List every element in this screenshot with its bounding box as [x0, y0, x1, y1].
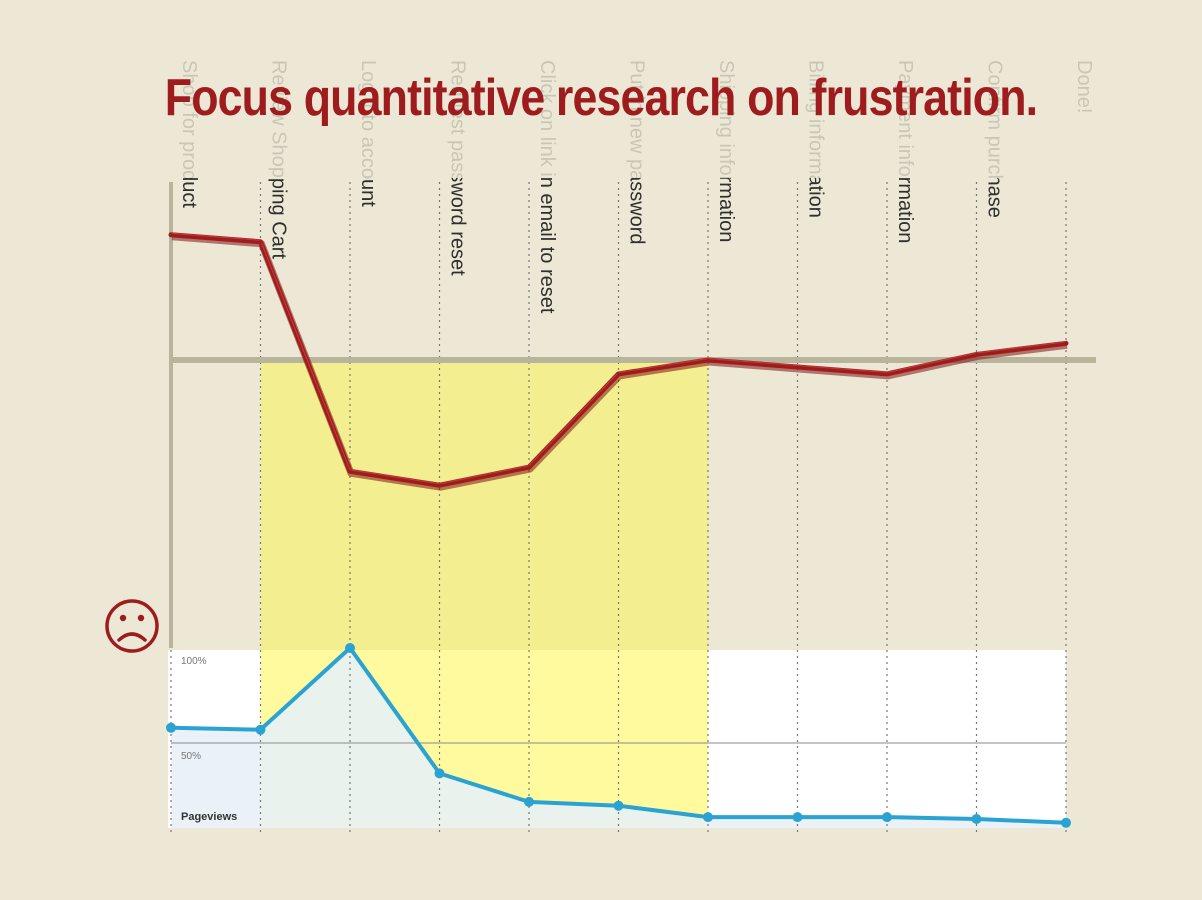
frustration-point — [706, 358, 710, 362]
pageviews-point — [613, 800, 624, 811]
step-label-faded: Put in new password — [626, 60, 648, 245]
pageviews-point — [971, 814, 982, 824]
step-label: Review Shopping Cart — [268, 60, 290, 259]
frowny-face-icon — [105, 599, 159, 653]
pageviews-tick-label: 50% — [181, 751, 201, 762]
pageviews-point — [703, 812, 713, 823]
pageviews-point — [434, 768, 445, 779]
step-label-faded: Review Shopping Cart — [268, 60, 290, 259]
frustration-point — [348, 469, 352, 473]
pageviews-point — [882, 812, 892, 823]
step-labels: Shop for product Review Shopping Cart Log … — [178, 60, 1006, 314]
frustration-highlight — [260, 360, 708, 650]
step-label-faded: Log into account — [357, 60, 379, 207]
frustration-point — [1064, 341, 1068, 345]
step-label-faded: Payment information — [894, 60, 916, 243]
frustration-line-highlight — [170, 232, 1067, 485]
step-label: Click on link in email to reset — [536, 60, 558, 314]
pageviews-point — [1061, 817, 1071, 828]
pageviews-area — [171, 648, 1066, 828]
frustration-point — [438, 483, 441, 487]
step-label: Shop for product — [178, 60, 200, 208]
step-label: Log into account — [357, 60, 379, 207]
step-label: Payment information — [894, 60, 916, 243]
frustration-point — [527, 465, 531, 469]
step-label-faded: Click on link in email to reset — [536, 60, 558, 314]
frustration-point — [259, 240, 262, 244]
pageviews-point — [792, 812, 803, 823]
step-label-faded: Confirm purchase — [984, 60, 1006, 218]
pageviews-point — [255, 724, 266, 735]
frustration-point — [796, 365, 799, 369]
step-label-faded: Request password reset — [447, 60, 469, 276]
frustration-point — [885, 372, 889, 376]
step-label: Billing information — [805, 60, 827, 218]
step-labels-faded: Shop for product Review Shopping Cart Log … — [178, 60, 1095, 314]
page-title: Focus quantitative research on frustrati… — [164, 69, 1038, 127]
step-label: Request password reset — [447, 60, 469, 276]
step-label-faded: Shop for product — [178, 60, 200, 208]
step-label-faded: Billing information — [805, 60, 827, 218]
pageviews-tick-label: 100% — [181, 656, 207, 667]
pageviews-point — [345, 643, 355, 653]
pageviews-point — [524, 796, 534, 807]
frustration-point — [169, 233, 173, 237]
step-label: Put in new password — [626, 60, 648, 245]
step-label-faded: Shipping information — [715, 60, 737, 242]
frustration-point — [617, 372, 620, 376]
pageviews-label: Pageviews — [181, 811, 237, 823]
frustration-point — [975, 352, 978, 356]
step-label-faded: Done! — [1073, 60, 1095, 113]
step-label: Shipping information — [715, 60, 737, 242]
step-label: Confirm purchase — [984, 60, 1006, 218]
pageviews-point — [166, 722, 176, 733]
